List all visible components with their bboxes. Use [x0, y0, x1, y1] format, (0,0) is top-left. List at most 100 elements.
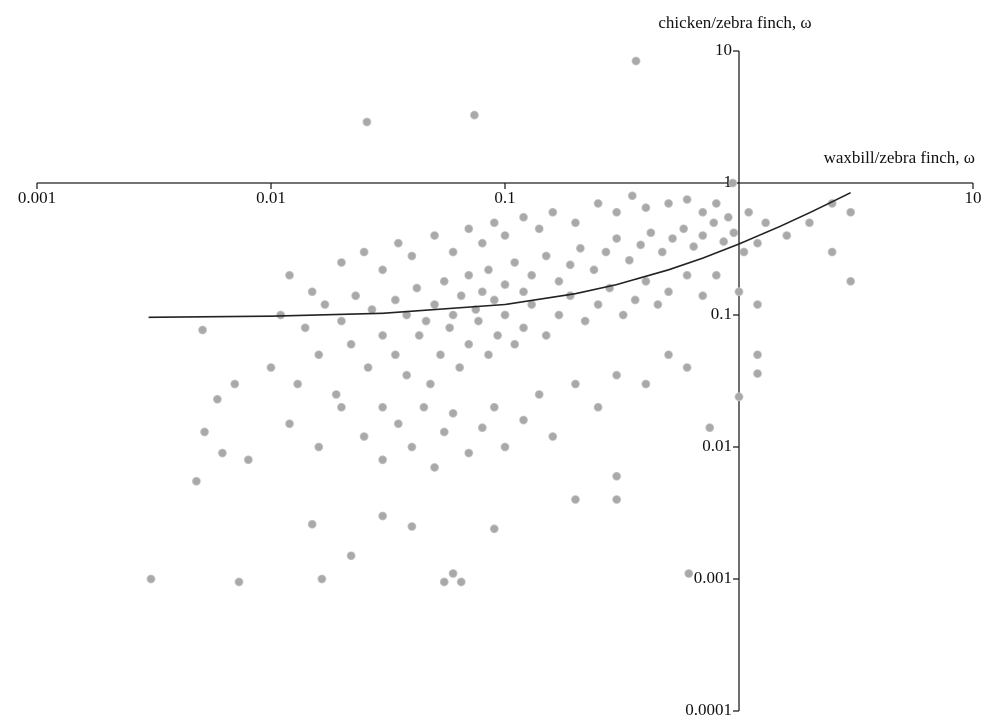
- point: [846, 207, 856, 217]
- point: [682, 195, 692, 204]
- point: [489, 218, 499, 228]
- point: [456, 291, 466, 301]
- point: [734, 392, 744, 402]
- point: [593, 300, 603, 309]
- point: [234, 577, 244, 587]
- point: [346, 339, 356, 349]
- point: [548, 432, 558, 441]
- point: [489, 524, 499, 534]
- fit-line: [148, 191, 851, 319]
- point: [664, 287, 673, 297]
- point: [519, 287, 528, 297]
- point: [734, 287, 744, 297]
- point: [641, 203, 651, 213]
- point: [320, 300, 330, 309]
- point: [359, 247, 369, 257]
- point: [753, 350, 762, 360]
- point: [646, 228, 656, 238]
- point: [285, 419, 294, 429]
- point: [739, 247, 749, 257]
- point: [627, 191, 637, 201]
- point: [331, 390, 341, 399]
- x-tick-label: 0.01: [256, 188, 286, 207]
- point: [367, 305, 377, 314]
- point: [510, 339, 520, 349]
- point: [554, 276, 564, 286]
- point: [575, 243, 585, 253]
- point: [407, 251, 417, 261]
- point: [534, 390, 544, 399]
- point: [456, 577, 466, 587]
- point: [805, 218, 814, 228]
- point: [464, 224, 474, 234]
- point: [489, 295, 499, 305]
- point: [653, 300, 663, 309]
- y-tick-label: 10: [715, 40, 732, 59]
- point: [711, 270, 721, 280]
- point: [612, 370, 622, 380]
- point: [484, 350, 493, 360]
- point: [307, 519, 317, 529]
- point: [464, 270, 474, 280]
- point: [378, 331, 388, 340]
- point: [689, 242, 699, 251]
- point: [300, 323, 310, 333]
- point: [571, 379, 580, 389]
- point: [448, 247, 458, 257]
- point: [636, 240, 646, 250]
- point: [753, 300, 762, 309]
- point: [421, 316, 431, 326]
- point: [682, 270, 692, 280]
- point: [589, 265, 599, 275]
- y-axis-label: chicken/zebra finch, ω: [658, 13, 811, 32]
- x-axis-label: waxbill/zebra finch, ω: [824, 148, 975, 167]
- point: [363, 363, 373, 372]
- point: [477, 238, 487, 248]
- point: [317, 574, 327, 584]
- point: [624, 255, 634, 265]
- point: [761, 218, 771, 228]
- point: [230, 379, 240, 389]
- point: [541, 251, 551, 261]
- point: [593, 199, 603, 208]
- point: [484, 265, 493, 275]
- point: [554, 310, 564, 320]
- point: [448, 408, 458, 418]
- point: [493, 331, 503, 340]
- point: [192, 476, 201, 486]
- point: [668, 234, 677, 243]
- point: [500, 442, 510, 452]
- point: [390, 350, 400, 360]
- point: [393, 419, 403, 429]
- point: [782, 231, 792, 240]
- point: [198, 325, 207, 335]
- point: [510, 258, 520, 267]
- point: [729, 228, 739, 238]
- point: [218, 448, 227, 458]
- point: [200, 427, 209, 437]
- point: [412, 283, 422, 293]
- point: [601, 247, 611, 257]
- point: [477, 423, 487, 433]
- point: [314, 442, 324, 452]
- point: [548, 207, 558, 217]
- point: [393, 238, 403, 248]
- point: [519, 212, 528, 222]
- point: [612, 234, 622, 243]
- point: [534, 224, 544, 234]
- point: [698, 291, 708, 301]
- point: [276, 310, 286, 320]
- point: [684, 569, 694, 578]
- point: [519, 323, 528, 333]
- point: [337, 316, 346, 326]
- point: [426, 379, 435, 389]
- point: [489, 402, 499, 412]
- point: [630, 295, 640, 305]
- point: [698, 207, 708, 217]
- point: [612, 495, 622, 504]
- point: [474, 316, 483, 326]
- x-tick-label: 0.001: [18, 188, 56, 207]
- point: [527, 300, 537, 309]
- y-tick-label: 0.01: [702, 436, 732, 455]
